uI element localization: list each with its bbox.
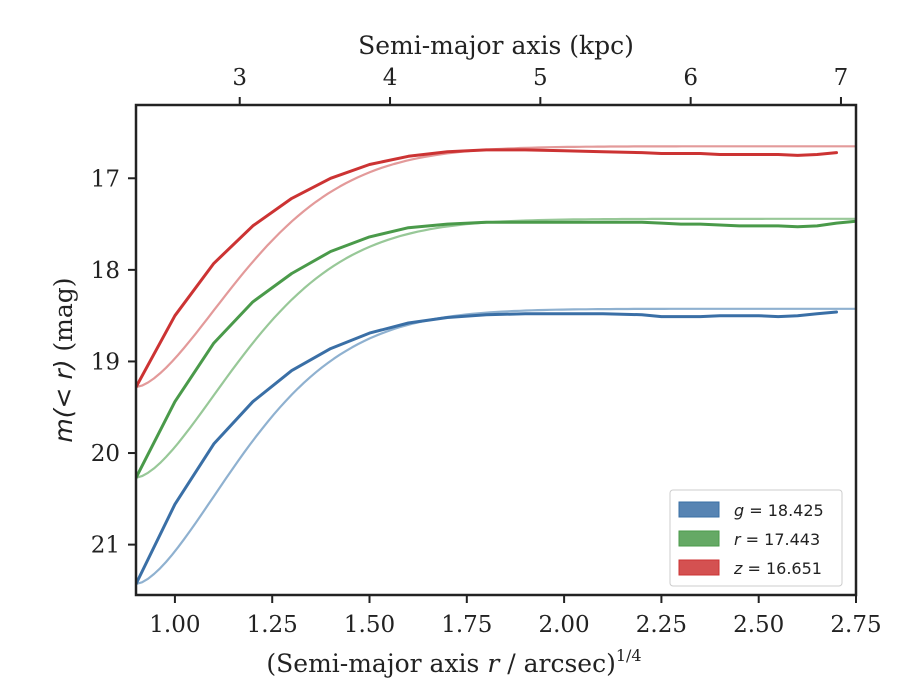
plot-frame: [134, 103, 858, 597]
y-tick-label: 18: [91, 258, 120, 284]
x-tick-label: 2.25: [636, 612, 687, 638]
x-tick-label: 2.00: [538, 612, 589, 638]
series-fit-line-z: [136, 145, 856, 389]
x-axis-title: (Semi-major axis r / arcsec)1/4: [266, 646, 641, 678]
x-axis-title-main: (Semi-major axis: [266, 649, 487, 678]
y-axis-title-main: m: [49, 418, 78, 442]
series-line-r: [136, 219, 856, 480]
series-fit-line-g: [136, 307, 856, 586]
x-axis-title-rest: / arcsec): [499, 649, 616, 678]
top-x-tick-label: 7: [834, 65, 849, 91]
legend-swatch-z: [678, 559, 720, 576]
x-tick-label: 1.50: [344, 612, 395, 638]
series-fit-line-r: [136, 217, 856, 479]
legend-swatch-r: [678, 530, 720, 547]
y-tick-label: 20: [91, 441, 120, 467]
y-tick-label: 17: [91, 166, 120, 192]
y-axis-title-var: (< r): [49, 360, 78, 419]
y-axis-title: m(< r) (mag): [49, 277, 78, 442]
top-x-tick-label: 4: [383, 65, 398, 91]
x-tick-label: 2.50: [733, 612, 784, 638]
legend-label-g: g = 18.425: [734, 501, 824, 520]
top-x-tick-label: 6: [683, 65, 698, 91]
top-x-axis-title: Semi-major axis (kpc): [358, 31, 634, 60]
legend: g = 18.425 r = 17.443 z = 16.651: [669, 489, 843, 587]
x-tick-label: 1.75: [441, 612, 492, 638]
top-x-tick-label: 3: [232, 65, 247, 91]
legend-label-z: z = 16.651: [733, 559, 822, 578]
top-x-tick-label: 5: [533, 65, 548, 91]
series-line-g: [136, 310, 838, 586]
y-axis-title-unit: (mag): [49, 277, 78, 359]
series-layer: [136, 145, 856, 586]
x-axis-title-exponent: 1/4: [616, 646, 642, 665]
ticks-layer: 1.00 1.25 1.50 1.75 2.00 2.25 2.50 2.75 17 18 19 20…: [91, 65, 882, 638]
x-tick-label: 2.75: [830, 612, 881, 638]
legend-label-r: r = 17.443: [734, 530, 820, 549]
legend-swatch-g: [678, 501, 720, 518]
x-axis-title-var: r: [487, 649, 501, 678]
y-tick-label: 21: [91, 533, 120, 559]
x-tick-label: 1.25: [247, 612, 298, 638]
y-tick-label: 19: [91, 349, 120, 375]
series-line-z: [136, 148, 838, 389]
x-tick-label: 1.00: [149, 612, 200, 638]
